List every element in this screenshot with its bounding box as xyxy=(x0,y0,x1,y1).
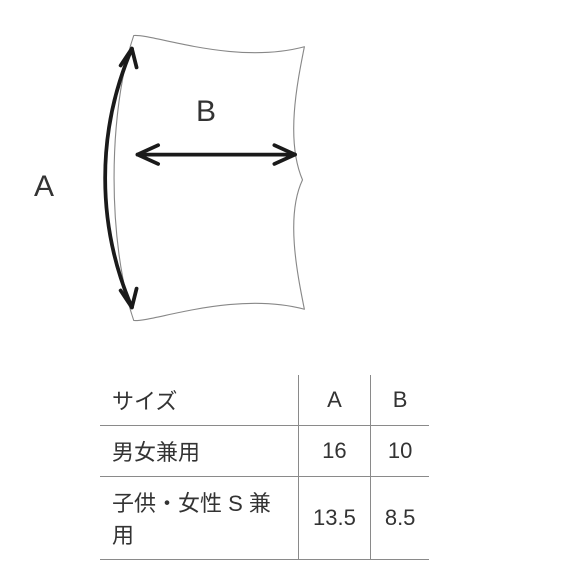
label-b: B xyxy=(196,95,216,129)
col-header-a: A xyxy=(299,375,371,426)
row-val-a: 13.5 xyxy=(299,477,371,560)
table-header-row: サイズ A B xyxy=(100,375,429,426)
size-table: サイズ A B 男女兼用 16 10 子供・女性 S 兼用 13.5 8.5 xyxy=(100,375,500,560)
size-table-element: サイズ A B 男女兼用 16 10 子供・女性 S 兼用 13.5 8.5 xyxy=(100,375,429,560)
canvas: A B サイズ A B 男女兼用 16 10 子供・女性 S 兼用 13.5 8… xyxy=(0,0,583,583)
label-a: A xyxy=(34,170,54,204)
row-val-a: 16 xyxy=(299,426,371,477)
row-val-b: 10 xyxy=(370,426,429,477)
col-header-b: B xyxy=(370,375,429,426)
mask-diagram xyxy=(70,28,370,328)
row-label: 子供・女性 S 兼用 xyxy=(100,477,299,560)
table-row: 子供・女性 S 兼用 13.5 8.5 xyxy=(100,477,429,560)
dimension-a-curve xyxy=(105,49,132,308)
col-header-size: サイズ xyxy=(100,375,299,426)
row-label: 男女兼用 xyxy=(100,426,299,477)
row-val-b: 8.5 xyxy=(370,477,429,560)
table-row: 男女兼用 16 10 xyxy=(100,426,429,477)
mask-outline xyxy=(114,35,304,320)
